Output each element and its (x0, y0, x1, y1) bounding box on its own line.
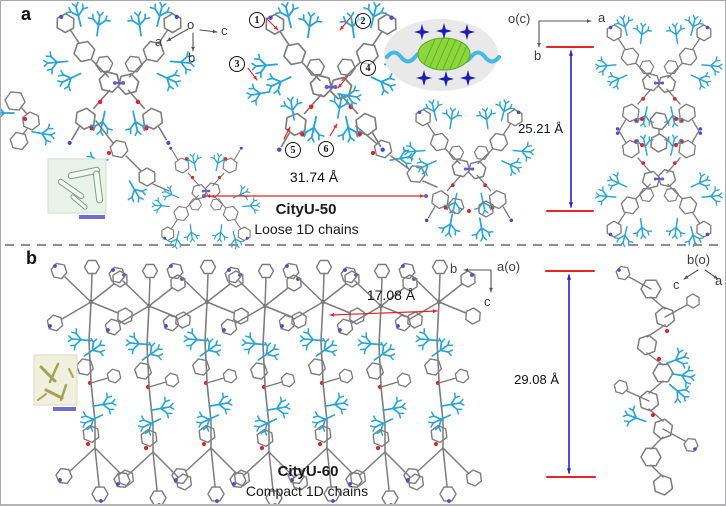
compound-name-a: CityU-50 (275, 201, 337, 218)
height-measure-a: 25.21 Å (518, 121, 563, 136)
molecule-chain-unit (162, 259, 251, 503)
crystal-photo-inset-a (47, 158, 107, 219)
measurement-marks (202, 46, 596, 478)
site-label-4: 4 (360, 60, 376, 76)
molecule-chain-unit (278, 259, 367, 503)
axis-a2-origin: o(c) (508, 11, 531, 26)
scale-bar-a (79, 215, 105, 219)
site-label-2: 2 (355, 13, 371, 29)
crystal-photo-inset-b (33, 354, 78, 411)
height-measure-b: 29.08 Å (514, 372, 559, 387)
axis-a-b: b (188, 50, 196, 65)
molecule-column (613, 265, 700, 496)
molecule-chain-unit (46, 259, 135, 503)
panel-divider (5, 244, 721, 246)
chain-type-b: Compact 1D chains (245, 483, 369, 499)
axis-b2-a: a (715, 273, 723, 288)
axis-a-a: a (155, 34, 163, 49)
width-measure-b: 17.08 Å (366, 287, 416, 303)
axis-b2-origin: b(o) (687, 252, 711, 267)
molecule-chain-unit (104, 263, 193, 504)
axis-b-origin: a(o) (497, 259, 521, 274)
axis-b-b: b (450, 261, 458, 276)
scale-bar-b (53, 407, 76, 411)
site-label-3: 3 (229, 56, 245, 72)
axis-a-origin: o (187, 17, 195, 32)
site-label-5: 5 (285, 142, 301, 158)
axis-a2-a: a (598, 10, 606, 25)
axis-b-c: c (484, 294, 491, 309)
molecule-cluster (595, 127, 723, 248)
site-annotation-arrows (247, 17, 351, 140)
compound-name-b: CityU-60 (277, 463, 339, 480)
axis-arrows (166, 19, 719, 293)
panel-a-label: a (21, 4, 32, 24)
chain-type-a: Loose 1D chains (254, 221, 359, 237)
axis-b2-c: c (673, 277, 680, 292)
axis-a2-b: b (534, 48, 542, 63)
molecule-cluster (251, 1, 411, 152)
molecule-cluster (42, 1, 196, 145)
site-label-6: 6 (318, 141, 334, 157)
site-label-1: 1 (249, 12, 265, 28)
host-guest-schematic (384, 19, 501, 91)
axis-a-c: c (221, 23, 228, 38)
molecule-cluster (403, 99, 535, 223)
molecule-cluster (595, 14, 723, 135)
width-measure-a: 31.74 Å (289, 169, 339, 185)
molecule-chain-unit (394, 259, 483, 503)
panel-b-label: b (26, 248, 37, 268)
molecule-chain-unit (336, 263, 425, 504)
